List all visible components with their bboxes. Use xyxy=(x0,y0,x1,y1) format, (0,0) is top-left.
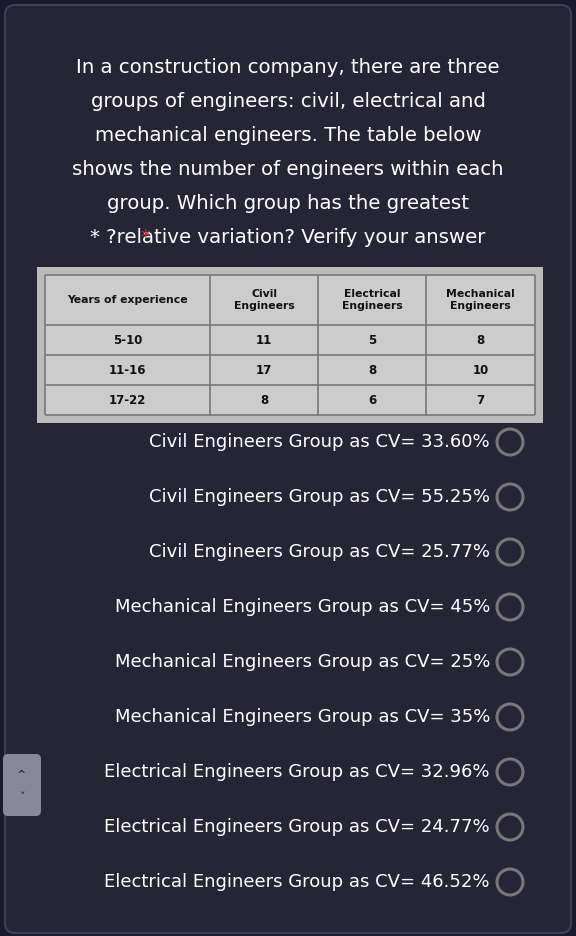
Text: 5: 5 xyxy=(368,333,376,346)
Text: 10: 10 xyxy=(472,363,488,376)
Text: ˅: ˅ xyxy=(19,792,25,802)
FancyBboxPatch shape xyxy=(3,754,41,816)
Text: 8: 8 xyxy=(260,393,268,406)
Text: Electrical Engineers Group as CV= 46.52%: Electrical Engineers Group as CV= 46.52% xyxy=(104,873,490,891)
Text: mechanical engineers. The table below: mechanical engineers. The table below xyxy=(94,126,482,145)
Text: 17: 17 xyxy=(256,363,272,376)
FancyBboxPatch shape xyxy=(45,275,535,415)
Text: Civil Engineers Group as CV= 55.25%: Civil Engineers Group as CV= 55.25% xyxy=(149,488,490,506)
Text: Electrical
Engineers: Electrical Engineers xyxy=(342,289,403,311)
FancyBboxPatch shape xyxy=(37,267,543,423)
Text: groups of engineers: civil, electrical and: groups of engineers: civil, electrical a… xyxy=(90,92,486,111)
Text: 8: 8 xyxy=(368,363,376,376)
Text: Civil
Engineers: Civil Engineers xyxy=(234,289,294,311)
Text: 17-22: 17-22 xyxy=(109,393,146,406)
Text: 6: 6 xyxy=(368,393,376,406)
Text: Mechanical Engineers Group as CV= 45%: Mechanical Engineers Group as CV= 45% xyxy=(115,598,490,616)
Text: 11-16: 11-16 xyxy=(109,363,146,376)
Text: 7: 7 xyxy=(476,393,484,406)
Text: 11: 11 xyxy=(256,333,272,346)
Text: Electrical Engineers Group as CV= 32.96%: Electrical Engineers Group as CV= 32.96% xyxy=(104,763,490,781)
Text: Civil Engineers Group as CV= 25.77%: Civil Engineers Group as CV= 25.77% xyxy=(149,543,490,561)
Text: Electrical Engineers Group as CV= 24.77%: Electrical Engineers Group as CV= 24.77% xyxy=(104,818,490,836)
Text: Mechanical
Engineers: Mechanical Engineers xyxy=(446,289,515,311)
Text: Civil Engineers Group as CV= 33.60%: Civil Engineers Group as CV= 33.60% xyxy=(149,433,490,451)
Text: Mechanical Engineers Group as CV= 25%: Mechanical Engineers Group as CV= 25% xyxy=(115,653,490,671)
Text: 8: 8 xyxy=(476,333,484,346)
Text: ^: ^ xyxy=(17,770,26,780)
Text: * ?relative variation? Verify your answer: * ?relative variation? Verify your answe… xyxy=(90,228,486,247)
Text: shows the number of engineers within each: shows the number of engineers within eac… xyxy=(72,160,504,179)
Text: group. Which group has the greatest: group. Which group has the greatest xyxy=(107,194,469,213)
Text: *: * xyxy=(141,228,150,247)
Text: Mechanical Engineers Group as CV= 35%: Mechanical Engineers Group as CV= 35% xyxy=(115,708,490,726)
FancyBboxPatch shape xyxy=(5,5,571,933)
Text: 5-10: 5-10 xyxy=(113,333,142,346)
Text: Years of experience: Years of experience xyxy=(67,295,188,305)
Text: In a construction company, there are three: In a construction company, there are thr… xyxy=(76,58,500,77)
